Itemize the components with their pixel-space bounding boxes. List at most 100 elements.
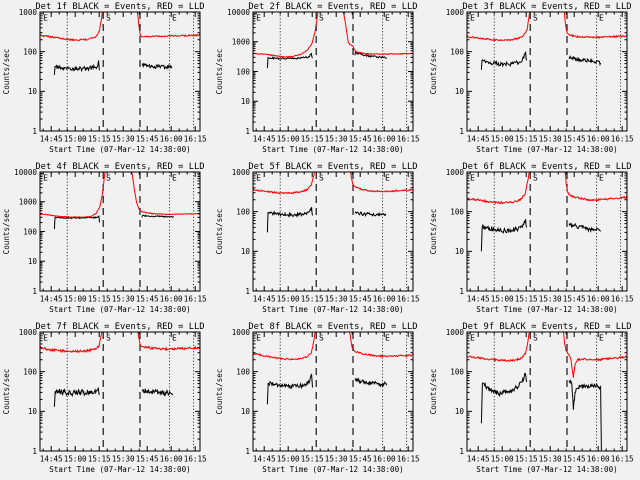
svg-text:10: 10: [241, 247, 251, 256]
svg-text:15:00: 15:00: [64, 294, 87, 303]
svg-text:S: S: [319, 173, 324, 182]
svg-text:14:45: 14:45: [253, 454, 276, 463]
svg-text:16:00: 16:00: [586, 294, 609, 303]
svg-text:16:15: 16:15: [397, 134, 420, 143]
svg-text:1: 1: [459, 447, 464, 456]
svg-text:15:30: 15:30: [112, 294, 135, 303]
svg-text:1: 1: [459, 127, 464, 136]
svg-text:Start Time (07-Mar-12 14:38:00: Start Time (07-Mar-12 14:38:00): [49, 465, 190, 474]
svg-text:Det 2f BLACK = Events, RED = L: Det 2f BLACK = Events, RED = LLD: [249, 2, 418, 12]
svg-text:E: E: [43, 333, 48, 342]
svg-text:15:15: 15:15: [514, 134, 537, 143]
svg-text:1000: 1000: [19, 328, 38, 337]
svg-text:10: 10: [28, 407, 38, 416]
svg-text:14:45: 14:45: [253, 294, 276, 303]
svg-text:Counts/sec: Counts/sec: [429, 369, 438, 415]
svg-text:E: E: [385, 13, 390, 22]
lightcurve-chart: 14:45 15:00 15:15 15:30 15:45 16:00 16:15 1 10 10…: [215, 322, 420, 474]
svg-text:16:15: 16:15: [610, 294, 633, 303]
svg-text:Start Time (07-Mar-12 14:38:00: Start Time (07-Mar-12 14:38:00): [263, 305, 404, 314]
svg-text:Det 8f BLACK = Events, RED = L: Det 8f BLACK = Events, RED = LLD: [249, 322, 418, 332]
svg-text:100: 100: [23, 47, 37, 56]
svg-text:15:00: 15:00: [490, 134, 513, 143]
svg-text:10: 10: [241, 97, 251, 106]
svg-text:S: S: [319, 13, 324, 22]
svg-text:10: 10: [455, 407, 465, 416]
svg-text:Det 4f BLACK = Events, RED = L: Det 4f BLACK = Events, RED = LLD: [35, 162, 204, 172]
svg-text:E: E: [256, 173, 261, 182]
svg-text:15:15: 15:15: [88, 294, 111, 303]
svg-text:1: 1: [459, 287, 464, 296]
svg-text:100: 100: [450, 207, 464, 216]
svg-text:Counts/sec: Counts/sec: [215, 49, 224, 95]
detector-panel-8f: 14:45 15:00 15:15 15:30 15:45 16:00 16:15 1 10 10…: [213, 320, 426, 480]
svg-text:E: E: [599, 333, 604, 342]
svg-text:16:15: 16:15: [184, 134, 207, 143]
svg-text:15:15: 15:15: [514, 454, 537, 463]
svg-text:15:00: 15:00: [277, 454, 300, 463]
svg-text:16:00: 16:00: [160, 134, 183, 143]
svg-text:15:30: 15:30: [112, 134, 135, 143]
svg-text:16:00: 16:00: [373, 454, 396, 463]
svg-text:S: S: [106, 173, 111, 182]
svg-text:E: E: [385, 173, 390, 182]
svg-text:E: E: [599, 173, 604, 182]
svg-text:E: E: [470, 13, 475, 22]
svg-text:Det 1f BLACK = Events, RED = L: Det 1f BLACK = Events, RED = LLD: [35, 2, 204, 12]
lightcurve-chart: 14:45 15:00 15:15 15:30 15:45 16:00 16:15 1 10 10…: [2, 322, 207, 474]
svg-text:1000: 1000: [445, 8, 464, 17]
svg-text:1000: 1000: [19, 198, 38, 207]
svg-text:15:00: 15:00: [277, 294, 300, 303]
svg-text:100: 100: [450, 47, 464, 56]
detector-panel-6f: 14:45 15:00 15:15 15:30 15:45 16:00 16:15 1 10 10…: [427, 160, 640, 320]
svg-text:100: 100: [450, 367, 464, 376]
svg-text:S: S: [533, 333, 538, 342]
svg-text:1: 1: [246, 287, 251, 296]
svg-text:14:45: 14:45: [466, 134, 489, 143]
detector-panel-1f: 14:45 15:00 15:15 15:30 15:45 16:00 16:15 1 10 10…: [0, 0, 213, 160]
svg-text:Det 7f BLACK = Events, RED = L: Det 7f BLACK = Events, RED = LLD: [35, 322, 204, 332]
svg-text:15:45: 15:45: [136, 294, 159, 303]
svg-text:Det 5f BLACK = Events, RED = L: Det 5f BLACK = Events, RED = LLD: [249, 162, 418, 172]
svg-text:14:45: 14:45: [40, 134, 63, 143]
svg-text:16:15: 16:15: [610, 454, 633, 463]
svg-text:15:15: 15:15: [514, 294, 537, 303]
svg-text:10: 10: [455, 87, 465, 96]
svg-text:E: E: [470, 173, 475, 182]
svg-text:15:00: 15:00: [277, 134, 300, 143]
svg-text:E: E: [256, 333, 261, 342]
svg-text:1: 1: [32, 287, 37, 296]
svg-text:15:45: 15:45: [349, 294, 372, 303]
detector-panel-5f: 14:45 15:00 15:15 15:30 15:45 16:00 16:15 1 10 10…: [213, 160, 426, 320]
svg-text:E: E: [172, 13, 177, 22]
svg-text:1000: 1000: [445, 168, 464, 177]
svg-text:15:00: 15:00: [64, 454, 87, 463]
svg-text:100: 100: [23, 367, 37, 376]
svg-text:1000: 1000: [232, 38, 251, 47]
svg-text:100: 100: [237, 67, 251, 76]
svg-text:E: E: [43, 173, 48, 182]
svg-text:15:30: 15:30: [538, 134, 561, 143]
svg-text:16:00: 16:00: [160, 454, 183, 463]
lightcurve-chart: 14:45 15:00 15:15 15:30 15:45 16:00 16:15 1 10 10…: [429, 162, 634, 314]
svg-text:15:45: 15:45: [136, 454, 159, 463]
svg-text:Start Time (07-Mar-12 14:38:00: Start Time (07-Mar-12 14:38:00): [49, 145, 190, 154]
svg-text:E: E: [172, 333, 177, 342]
svg-text:S: S: [106, 333, 111, 342]
svg-text:15:30: 15:30: [538, 454, 561, 463]
lightcurve-chart: 14:45 15:00 15:15 15:30 15:45 16:00 16:15 1 10 10…: [2, 2, 207, 154]
svg-text:E: E: [256, 13, 261, 22]
svg-text:10: 10: [28, 257, 38, 266]
lightcurve-chart: 14:45 15:00 15:15 15:30 15:45 16:00 16:15 1 10 10…: [429, 322, 634, 474]
svg-text:100: 100: [237, 367, 251, 376]
svg-text:15:30: 15:30: [538, 294, 561, 303]
svg-text:Counts/sec: Counts/sec: [215, 369, 224, 415]
svg-text:14:45: 14:45: [40, 454, 63, 463]
svg-text:S: S: [319, 333, 324, 342]
svg-text:S: S: [106, 13, 111, 22]
svg-text:1000: 1000: [232, 168, 251, 177]
svg-text:15:15: 15:15: [301, 134, 324, 143]
svg-text:Det 6f BLACK = Events, RED = L: Det 6f BLACK = Events, RED = LLD: [462, 162, 631, 172]
svg-text:16:00: 16:00: [586, 454, 609, 463]
